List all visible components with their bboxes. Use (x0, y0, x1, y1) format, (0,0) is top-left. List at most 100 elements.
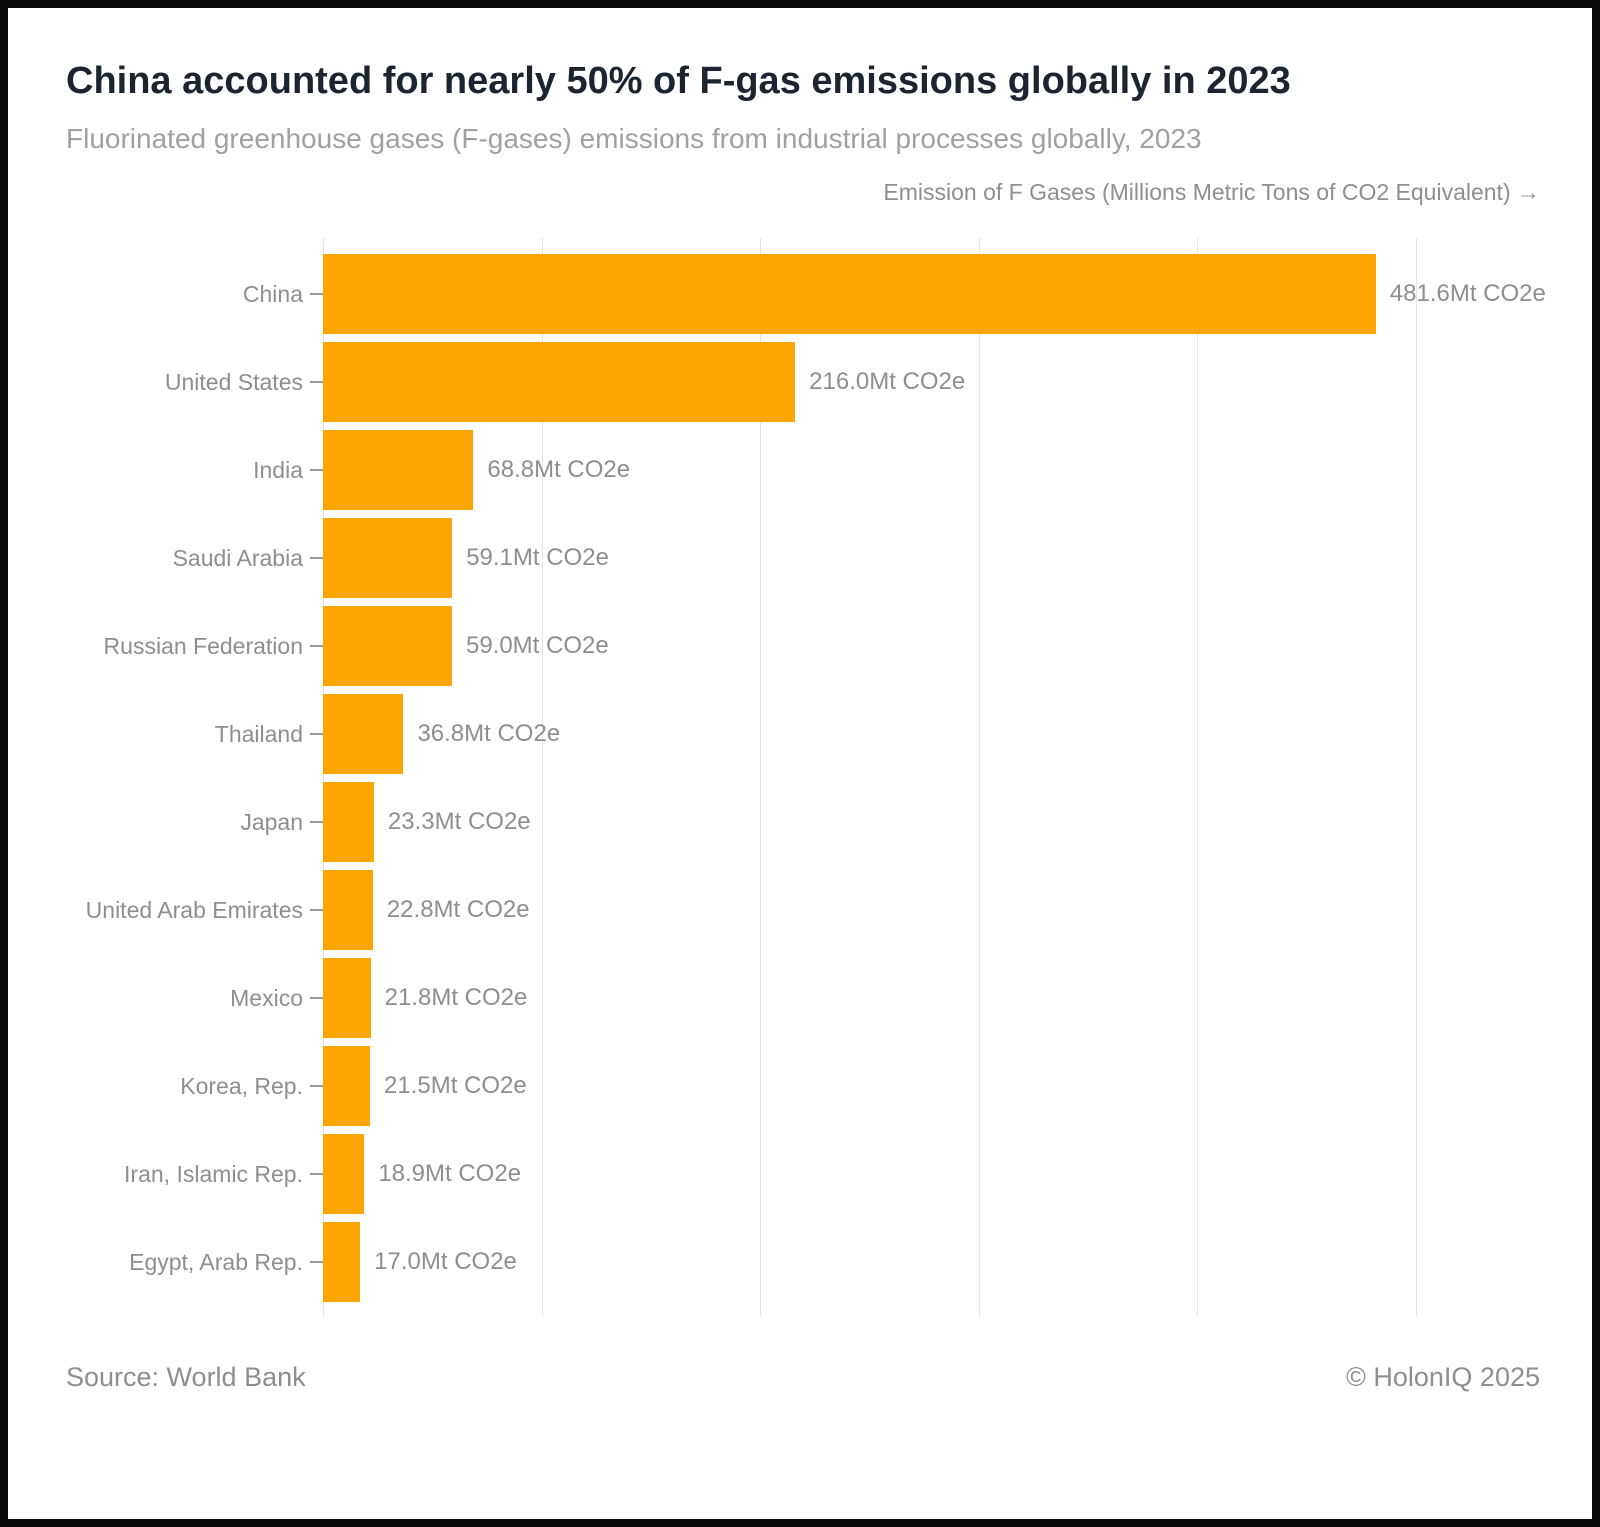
category-label-text: Saudi Arabia (172, 544, 303, 571)
axis-tick-mark (310, 909, 323, 911)
bar-cell: 481.6Mt CO2e (323, 254, 1592, 334)
axis-tick-mark (310, 1173, 323, 1175)
bar-cell: 21.8Mt CO2e (323, 958, 1592, 1038)
category-label: United Arab Emirates (8, 897, 323, 924)
category-label: Mexico (8, 985, 323, 1012)
category-label-text: China (242, 280, 303, 307)
bar (323, 430, 474, 510)
bar (323, 518, 453, 598)
bar-cell: 18.9Mt CO2e (323, 1134, 1592, 1214)
bar (323, 694, 404, 774)
axis-tick-mark (310, 1085, 323, 1087)
axis-tick-mark (310, 469, 323, 471)
axis-tick-mark (310, 821, 323, 823)
category-label: Egypt, Arab Rep. (8, 1249, 323, 1276)
bar (323, 870, 373, 950)
value-label: 68.8Mt CO2e (487, 456, 631, 483)
gridline (541, 238, 543, 1316)
category-label-text: United Arab Emirates (85, 896, 303, 923)
category-label-text: Egypt, Arab Rep. (129, 1248, 303, 1275)
chart-row: China 481.6Mt CO2e (8, 250, 1592, 338)
chart-row: Thailand 36.8Mt CO2e (8, 690, 1592, 778)
bar (323, 606, 452, 686)
axis-tick-mark (310, 1261, 323, 1263)
category-label-text: India (253, 456, 303, 483)
chart-row: Saudi Arabia 59.1Mt CO2e (8, 514, 1592, 602)
bar-cell: 59.1Mt CO2e (323, 518, 1592, 598)
bar (323, 254, 1376, 334)
source-note: Source: World Bank (66, 1362, 306, 1392)
value-label: 22.8Mt CO2e (386, 896, 530, 923)
value-label: 23.3Mt CO2e (387, 808, 531, 835)
page-title: China accounted for nearly 50% of F-gas … (66, 60, 1291, 102)
chart-rows: China 481.6Mt CO2e United States 216.0Mt CO… (8, 238, 1592, 1316)
category-label: Korea, Rep. (8, 1073, 323, 1100)
bar (323, 342, 796, 422)
category-label-text: Iran, Islamic Rep. (124, 1160, 303, 1187)
category-label: Iran, Islamic Rep. (8, 1161, 323, 1188)
gridline (323, 238, 324, 1316)
gridline (760, 238, 762, 1316)
bar-cell: 17.0Mt CO2e (323, 1222, 1592, 1302)
category-label: Japan (8, 809, 323, 836)
bar-cell: 36.8Mt CO2e (323, 694, 1592, 774)
gridline (978, 238, 980, 1316)
category-label-text: Japan (240, 808, 303, 835)
gridlines (323, 238, 1417, 1316)
category-label: Thailand (8, 721, 323, 748)
value-label: 21.8Mt CO2e (384, 984, 528, 1011)
value-label: 216.0Mt CO2e (809, 368, 966, 395)
axis-tick-mark (310, 645, 323, 647)
value-label: 21.5Mt CO2e (383, 1072, 527, 1099)
chart-row: Russian Federation 59.0Mt CO2e (8, 602, 1592, 690)
axis-tick-mark (310, 997, 323, 999)
page-subtitle: Fluorinated greenhouse gases (F-gases) e… (66, 123, 1202, 154)
chart-footer: Source: World Bank © HolonIQ 2025 (66, 1362, 1540, 1393)
gridline (1197, 238, 1199, 1316)
chart-row: Korea, Rep. 21.5Mt CO2e (8, 1042, 1592, 1130)
bar (323, 782, 374, 862)
value-label: 17.0Mt CO2e (374, 1248, 517, 1275)
x-axis-title: Emission of F Gases (Millions Metric Ton… (883, 179, 1540, 205)
bar (323, 1046, 370, 1126)
value-label: 18.9Mt CO2e (378, 1160, 522, 1187)
category-label-text: Korea, Rep. (180, 1072, 303, 1099)
axis-tick-mark (310, 733, 323, 735)
chart-row: United States 216.0Mt CO2e (8, 338, 1592, 426)
chart-row: Iran, Islamic Rep. 18.9Mt CO2e (8, 1130, 1592, 1218)
value-label: 481.6Mt CO2e (1389, 280, 1546, 307)
category-label: Saudi Arabia (8, 545, 323, 572)
bar-cell: 21.5Mt CO2e (323, 1046, 1592, 1126)
bar-cell: 59.0Mt CO2e (323, 606, 1592, 686)
value-label: 59.1Mt CO2e (466, 544, 609, 571)
axis-tick-mark (310, 293, 323, 295)
category-label: Russian Federation (8, 633, 323, 660)
bar-cell: 23.3Mt CO2e (323, 782, 1592, 862)
category-label: United States (8, 369, 323, 396)
chart-row: Mexico 21.8Mt CO2e (8, 954, 1592, 1042)
bar (323, 958, 371, 1038)
bar-chart: China 481.6Mt CO2e United States 216.0Mt CO… (8, 238, 1592, 1316)
category-label: India (8, 457, 323, 484)
bar-cell: 216.0Mt CO2e (323, 342, 1592, 422)
category-label-text: Russian Federation (103, 632, 303, 659)
axis-tick-mark (310, 557, 323, 559)
chart-row: India 68.8Mt CO2e (8, 426, 1592, 514)
chart-row: United Arab Emirates 22.8Mt CO2e (8, 866, 1592, 954)
gridline (1416, 238, 1417, 1316)
chart-row: Egypt, Arab Rep. 17.0Mt CO2e (8, 1218, 1592, 1306)
value-label: 36.8Mt CO2e (417, 720, 561, 747)
copyright: © HolonIQ 2025 (1345, 1362, 1540, 1392)
bar-cell: 22.8Mt CO2e (323, 870, 1592, 950)
value-label: 59.0Mt CO2e (465, 632, 609, 659)
bar (323, 1134, 365, 1214)
category-label: China (8, 281, 323, 308)
chart-row: Japan 23.3Mt CO2e (8, 778, 1592, 866)
bar-cell: 68.8Mt CO2e (323, 430, 1592, 510)
category-label-text: United States (164, 368, 303, 395)
category-label-text: Mexico (230, 984, 303, 1011)
category-label-text: Thailand (214, 720, 303, 747)
axis-tick-mark (310, 381, 323, 383)
bar (323, 1222, 361, 1302)
